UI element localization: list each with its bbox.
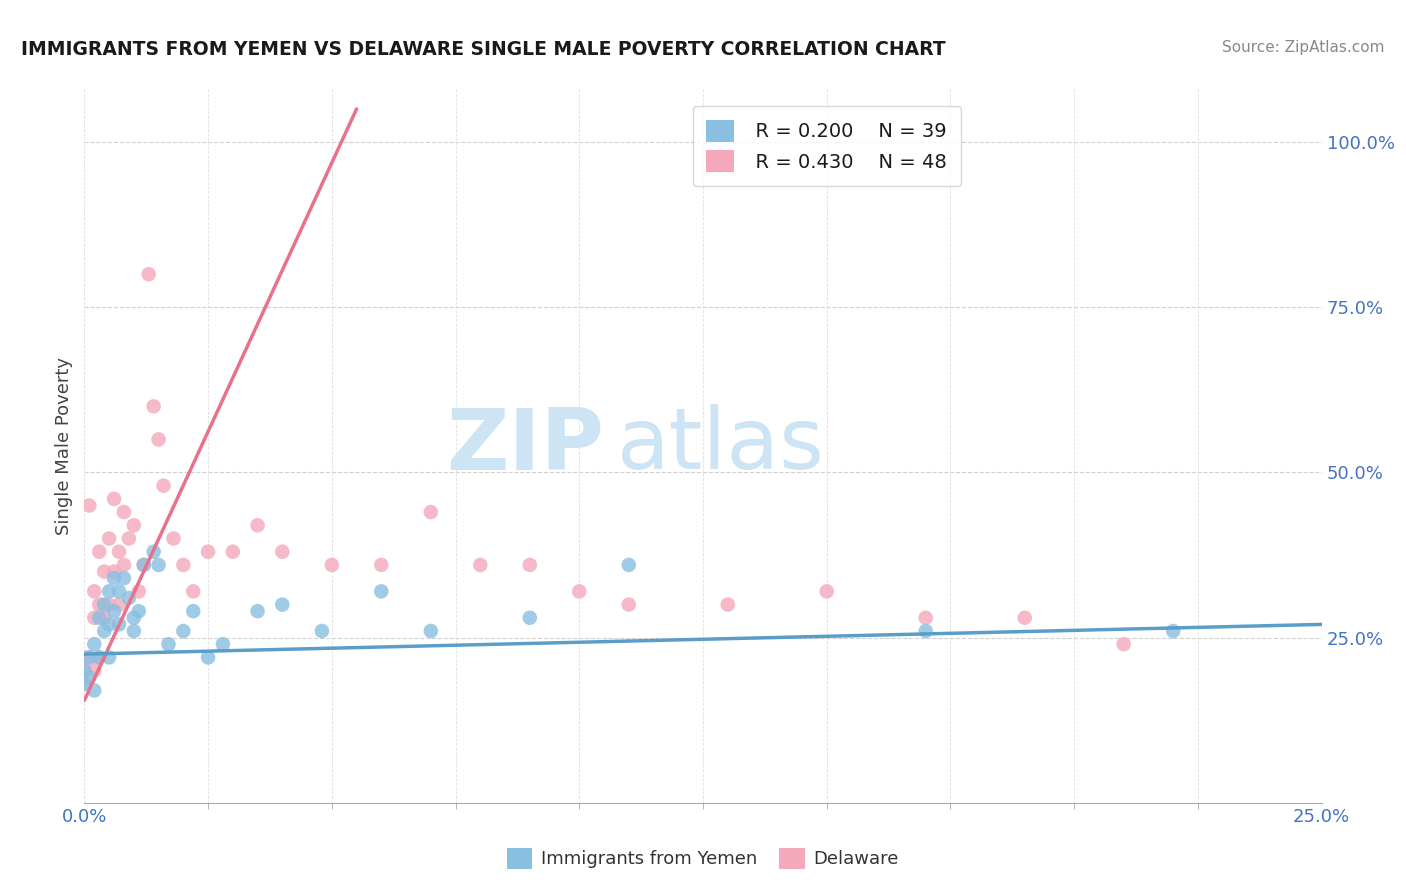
Point xyxy=(108,584,131,599)
Point xyxy=(79,650,101,665)
Point xyxy=(108,598,131,612)
Point xyxy=(157,637,180,651)
Point xyxy=(98,532,121,546)
Point xyxy=(112,505,135,519)
Point xyxy=(519,558,541,572)
Point xyxy=(73,664,96,678)
Point xyxy=(370,558,392,572)
Point xyxy=(914,624,936,638)
Point xyxy=(112,571,135,585)
Point xyxy=(128,604,150,618)
Point xyxy=(914,611,936,625)
Point xyxy=(83,584,105,599)
Point xyxy=(118,532,141,546)
Point xyxy=(1112,637,1135,651)
Point xyxy=(89,545,111,559)
Point xyxy=(122,624,145,638)
Point xyxy=(470,558,492,572)
Point xyxy=(617,558,640,572)
Point xyxy=(79,499,101,513)
Point xyxy=(98,598,121,612)
Point xyxy=(103,565,125,579)
Point xyxy=(222,545,245,559)
Point xyxy=(93,611,115,625)
Point xyxy=(93,565,115,579)
Point xyxy=(112,558,135,572)
Point xyxy=(1014,611,1036,625)
Point xyxy=(93,624,115,638)
Point xyxy=(79,670,101,684)
Point xyxy=(103,571,125,585)
Point xyxy=(122,611,145,625)
Point xyxy=(118,591,141,605)
Point xyxy=(172,624,194,638)
Point xyxy=(271,598,294,612)
Point xyxy=(311,624,333,638)
Point xyxy=(246,518,269,533)
Point xyxy=(108,617,131,632)
Point xyxy=(83,611,105,625)
Point xyxy=(197,650,219,665)
Point xyxy=(73,664,96,678)
Point xyxy=(132,558,155,572)
Point xyxy=(138,267,160,281)
Point xyxy=(79,650,101,665)
Point xyxy=(152,478,174,492)
Point xyxy=(122,518,145,533)
Text: Source: ZipAtlas.com: Source: ZipAtlas.com xyxy=(1222,40,1385,55)
Legend: Immigrants from Yemen, Delaware: Immigrants from Yemen, Delaware xyxy=(499,840,907,876)
Point xyxy=(172,558,194,572)
Point xyxy=(93,598,115,612)
Point xyxy=(103,491,125,506)
Point xyxy=(271,545,294,559)
Point xyxy=(73,677,96,691)
Point xyxy=(162,532,184,546)
Point xyxy=(98,617,121,632)
Point xyxy=(370,584,392,599)
Point xyxy=(83,664,105,678)
Point xyxy=(73,650,96,665)
Text: IMMIGRANTS FROM YEMEN VS DELAWARE SINGLE MALE POVERTY CORRELATION CHART: IMMIGRANTS FROM YEMEN VS DELAWARE SINGLE… xyxy=(21,40,946,59)
Point xyxy=(98,650,121,665)
Point xyxy=(89,598,111,612)
Point xyxy=(321,558,343,572)
Point xyxy=(89,611,111,625)
Point xyxy=(246,604,269,618)
Point xyxy=(197,545,219,559)
Point xyxy=(1161,624,1184,638)
Point xyxy=(568,584,591,599)
Point xyxy=(142,545,165,559)
Text: atlas: atlas xyxy=(616,404,824,488)
Point xyxy=(815,584,838,599)
Point xyxy=(212,637,235,651)
Point xyxy=(181,584,204,599)
Point xyxy=(419,624,441,638)
Point xyxy=(132,558,155,572)
Point xyxy=(83,683,105,698)
Point xyxy=(89,650,111,665)
Point xyxy=(148,433,170,447)
Y-axis label: Single Male Poverty: Single Male Poverty xyxy=(55,357,73,535)
Point xyxy=(717,598,740,612)
Point xyxy=(148,558,170,572)
Text: ZIP: ZIP xyxy=(446,404,605,488)
Point xyxy=(98,584,121,599)
Point xyxy=(617,598,640,612)
Point xyxy=(181,604,204,618)
Point xyxy=(519,611,541,625)
Point xyxy=(103,604,125,618)
Point xyxy=(419,505,441,519)
Point xyxy=(89,650,111,665)
Point xyxy=(142,400,165,414)
Point xyxy=(83,637,105,651)
Point xyxy=(73,677,96,691)
Point xyxy=(108,545,131,559)
Point xyxy=(128,584,150,599)
